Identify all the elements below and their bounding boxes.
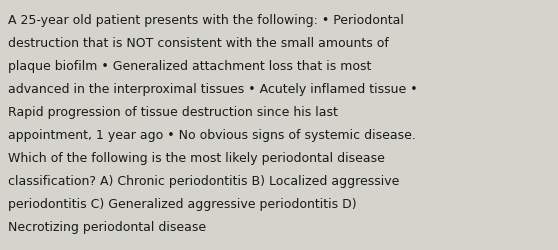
Text: A 25-year old patient presents with the following: • Periodontal: A 25-year old patient presents with the … (8, 14, 404, 27)
Text: classification? A) Chronic periodontitis B) Localized aggressive: classification? A) Chronic periodontitis… (8, 174, 400, 187)
Text: destruction that is NOT consistent with the small amounts of: destruction that is NOT consistent with … (8, 37, 389, 50)
Text: periodontitis C) Generalized aggressive periodontitis D): periodontitis C) Generalized aggressive … (8, 197, 357, 210)
Text: Necrotizing periodontal disease: Necrotizing periodontal disease (8, 220, 206, 233)
Text: Which of the following is the most likely periodontal disease: Which of the following is the most likel… (8, 152, 385, 164)
Text: plaque biofilm • Generalized attachment loss that is most: plaque biofilm • Generalized attachment … (8, 60, 372, 73)
Text: appointment, 1 year ago • No obvious signs of systemic disease.: appointment, 1 year ago • No obvious sig… (8, 128, 416, 141)
Text: Rapid progression of tissue destruction since his last: Rapid progression of tissue destruction … (8, 106, 338, 118)
Text: advanced in the interproximal tissues • Acutely inflamed tissue •: advanced in the interproximal tissues • … (8, 83, 417, 96)
